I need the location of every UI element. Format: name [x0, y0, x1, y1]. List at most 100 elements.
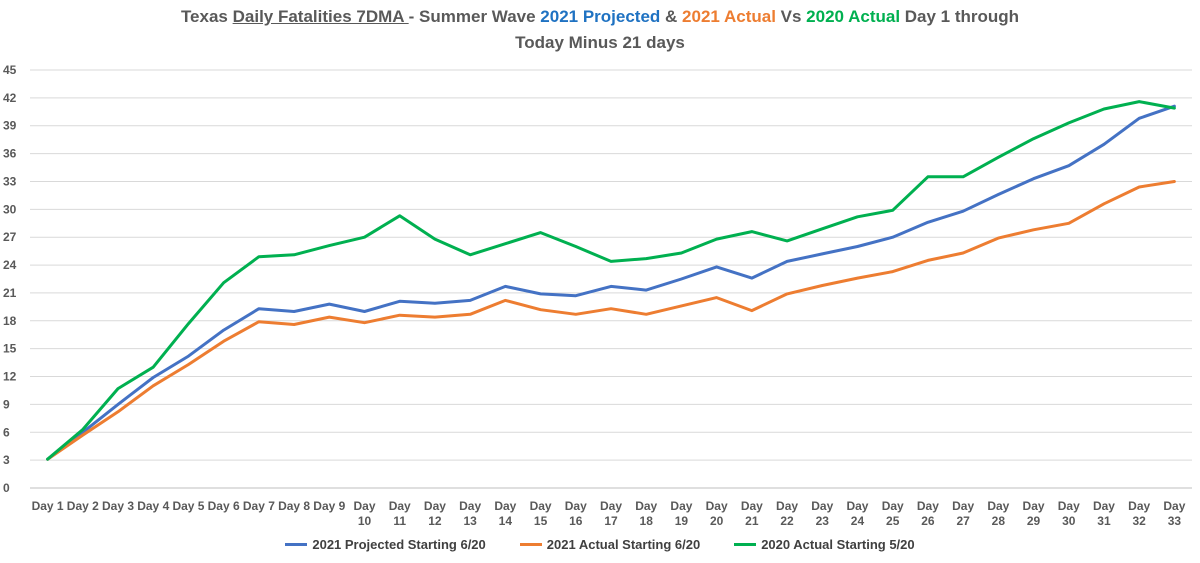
x-axis: Day 1 Day 2 Day 3 Day 4 Day 5 Day 6 Day 7 Day 8… [32, 499, 1186, 528]
x-tick-label: Day 11 [389, 499, 411, 528]
x-tick-label: Day 32 [1128, 499, 1150, 528]
data-point [821, 284, 824, 287]
x-tick-label: Day 30 [1058, 499, 1080, 528]
x-tick-label: Day 31 [1093, 499, 1115, 528]
x-tick-label-line: Day [882, 499, 904, 513]
data-point [1137, 100, 1141, 103]
x-tick-label: Day 3 [102, 499, 134, 513]
title-actual-2021: 2021 Actual [682, 7, 776, 26]
x-tick-label-line: 10 [358, 514, 372, 528]
data-point [961, 251, 965, 255]
data-point [609, 260, 613, 263]
data-point [645, 288, 648, 292]
data-point [433, 237, 437, 241]
data-point [997, 156, 1000, 159]
x-tick-label: Day 24 [846, 499, 868, 528]
x-tick-label: Day 20 [706, 499, 728, 528]
data-point [1102, 107, 1106, 111]
data-point [398, 314, 401, 317]
y-tick-label: 9 [3, 397, 10, 411]
data-point [680, 251, 683, 255]
x-tick-label-line: Day [741, 499, 763, 513]
x-tick-label-line: Day [1023, 499, 1045, 513]
x-tick-label: Day 12 [424, 499, 446, 528]
x-tick-label: Day 7 [243, 499, 275, 513]
data-point [81, 433, 85, 437]
title-part: - Summer Wave [408, 7, 541, 26]
x-tick-label: Day 6 [208, 499, 240, 513]
data-point [328, 315, 331, 319]
data-point [328, 244, 331, 247]
x-tick-label: Day 16 [565, 499, 587, 528]
data-point [645, 313, 648, 316]
data-point [609, 307, 613, 310]
chart-subtitle: Today Minus 21 days [515, 33, 685, 52]
series-line-0 [46, 104, 1176, 461]
x-tick-label-line: 18 [640, 514, 654, 528]
data-point [574, 294, 577, 297]
x-tick-label-line: 22 [780, 514, 794, 528]
data-point [1032, 137, 1035, 140]
x-tick-label-line: Day [811, 499, 833, 513]
data-point [504, 285, 507, 288]
x-tick-label-line: 33 [1168, 514, 1182, 528]
data-point [81, 428, 85, 431]
data-point [398, 300, 401, 303]
x-tick-label-line: Day [706, 499, 728, 513]
x-tick-label: Day 29 [1023, 499, 1045, 528]
x-tick-label-line: 16 [569, 514, 583, 528]
data-point [328, 302, 331, 306]
x-tick-label-line: 30 [1062, 514, 1076, 528]
x-tick-label: Day 1 [32, 499, 64, 513]
x-tick-label-line: 14 [499, 514, 513, 528]
data-point [821, 227, 824, 231]
x-tick-label-line: Day [530, 499, 552, 513]
x-tick-label: Day 10 [354, 499, 376, 528]
x-tick-label: Day 15 [530, 499, 552, 528]
data-point [222, 340, 225, 343]
data-point [187, 322, 190, 325]
data-point [116, 387, 120, 390]
legend-item-actual-2021: 2021 Actual Starting 6/20 [519, 537, 700, 552]
data-point [574, 245, 577, 248]
data-point [750, 276, 754, 280]
title-part: & [660, 7, 683, 26]
data-point [539, 308, 542, 311]
data-point [504, 242, 507, 245]
data-point [645, 257, 648, 260]
x-tick-label-line: Day 9 [313, 499, 345, 513]
x-tick-label-line: Day 4 [137, 499, 169, 513]
title-metric: Daily Fatalities 7DMA [232, 7, 409, 26]
data-point [750, 230, 754, 233]
data-point [926, 175, 930, 179]
y-tick-label: 39 [3, 119, 17, 133]
data-point [187, 354, 190, 358]
data-point [680, 277, 683, 281]
data-point [715, 265, 718, 269]
x-tick-label: Day 17 [600, 499, 622, 528]
x-tick-label-line: 32 [1133, 514, 1147, 528]
x-tick-label-line: 24 [851, 514, 865, 528]
data-point [574, 313, 577, 316]
x-tick-label-line: Day 5 [172, 499, 204, 513]
data-point [152, 384, 155, 388]
data-point [609, 285, 613, 288]
data-point [680, 304, 683, 308]
data-point [926, 259, 930, 262]
data-point [856, 276, 859, 280]
data-point [1173, 106, 1176, 110]
y-tick-label: 42 [3, 91, 17, 105]
data-point [997, 236, 1000, 240]
title-projected-2021: 2021 Projected [540, 7, 661, 26]
x-tick-label: Day 2 [67, 499, 99, 513]
legend-label: 2020 Actual Starting 5/20 [761, 537, 915, 552]
x-tick-label: Day 4 [137, 499, 169, 513]
data-point [856, 245, 859, 248]
x-tick-label: Day 33 [1163, 499, 1185, 528]
x-tick-label: Day 25 [882, 499, 904, 528]
data-point [398, 214, 401, 218]
data-point [257, 307, 261, 310]
y-tick-label: 27 [3, 230, 17, 244]
legend-item-actual-2020: 2020 Actual Starting 5/20 [734, 537, 915, 552]
x-tick-label-line: 25 [886, 514, 900, 528]
